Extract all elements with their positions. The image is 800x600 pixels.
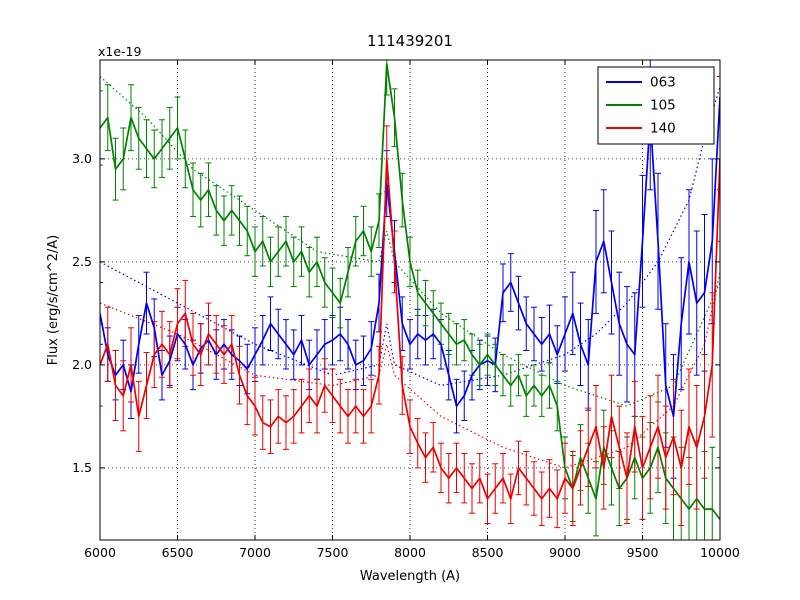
y-tick-label: 2.5 bbox=[72, 254, 92, 269]
x-tick-label: 9500 bbox=[627, 545, 659, 560]
series-140-line bbox=[100, 158, 720, 500]
x-tick-label: 10000 bbox=[700, 545, 740, 560]
series-063-dotted-line bbox=[100, 86, 720, 387]
x-tick-label: 7500 bbox=[317, 545, 349, 560]
x-tick-label: 8500 bbox=[472, 545, 504, 560]
x-tick-label: 9000 bbox=[549, 545, 581, 560]
legend: 063 105 140 bbox=[597, 66, 715, 145]
series-140-dotted-line bbox=[100, 272, 720, 469]
x-tick-label: 6500 bbox=[162, 545, 194, 560]
x-tick-label: 6000 bbox=[84, 545, 116, 560]
y-axis-label: Flux (erg/s/cm^2/A) bbox=[46, 235, 61, 365]
x-axis-label: Wavelength (A) bbox=[360, 569, 460, 584]
legend-label-140: 140 bbox=[650, 121, 676, 137]
plot-content bbox=[100, 60, 720, 540]
y-axis-offset-label: x1e-19 bbox=[98, 44, 142, 59]
axis-ticks bbox=[99, 60, 721, 540]
chart-title: 111439201 bbox=[367, 32, 453, 50]
y-tick-label: 1.5 bbox=[72, 460, 92, 475]
y-tick-label: 3.0 bbox=[72, 151, 92, 166]
legend-label-105: 105 bbox=[650, 98, 676, 114]
y-tick-label: 2.0 bbox=[72, 357, 92, 372]
series-105-line bbox=[100, 63, 720, 520]
legend-entry-105: 105 bbox=[606, 98, 676, 114]
legend-entry-063: 063 bbox=[606, 75, 676, 91]
x-tick-label: 8000 bbox=[394, 545, 426, 560]
legend-label-063: 063 bbox=[650, 75, 676, 91]
x-tick-label: 7000 bbox=[239, 545, 271, 560]
tick-labels: 6000 6500 7000 7500 8000 8500 9000 9500 10000 1.5… bbox=[72, 151, 740, 560]
legend-entry-140: 140 bbox=[606, 121, 676, 137]
chart-generated-content: 6000 6500 7000 7500 8000 8500 9000 9500 10000 1.5… bbox=[72, 59, 740, 560]
